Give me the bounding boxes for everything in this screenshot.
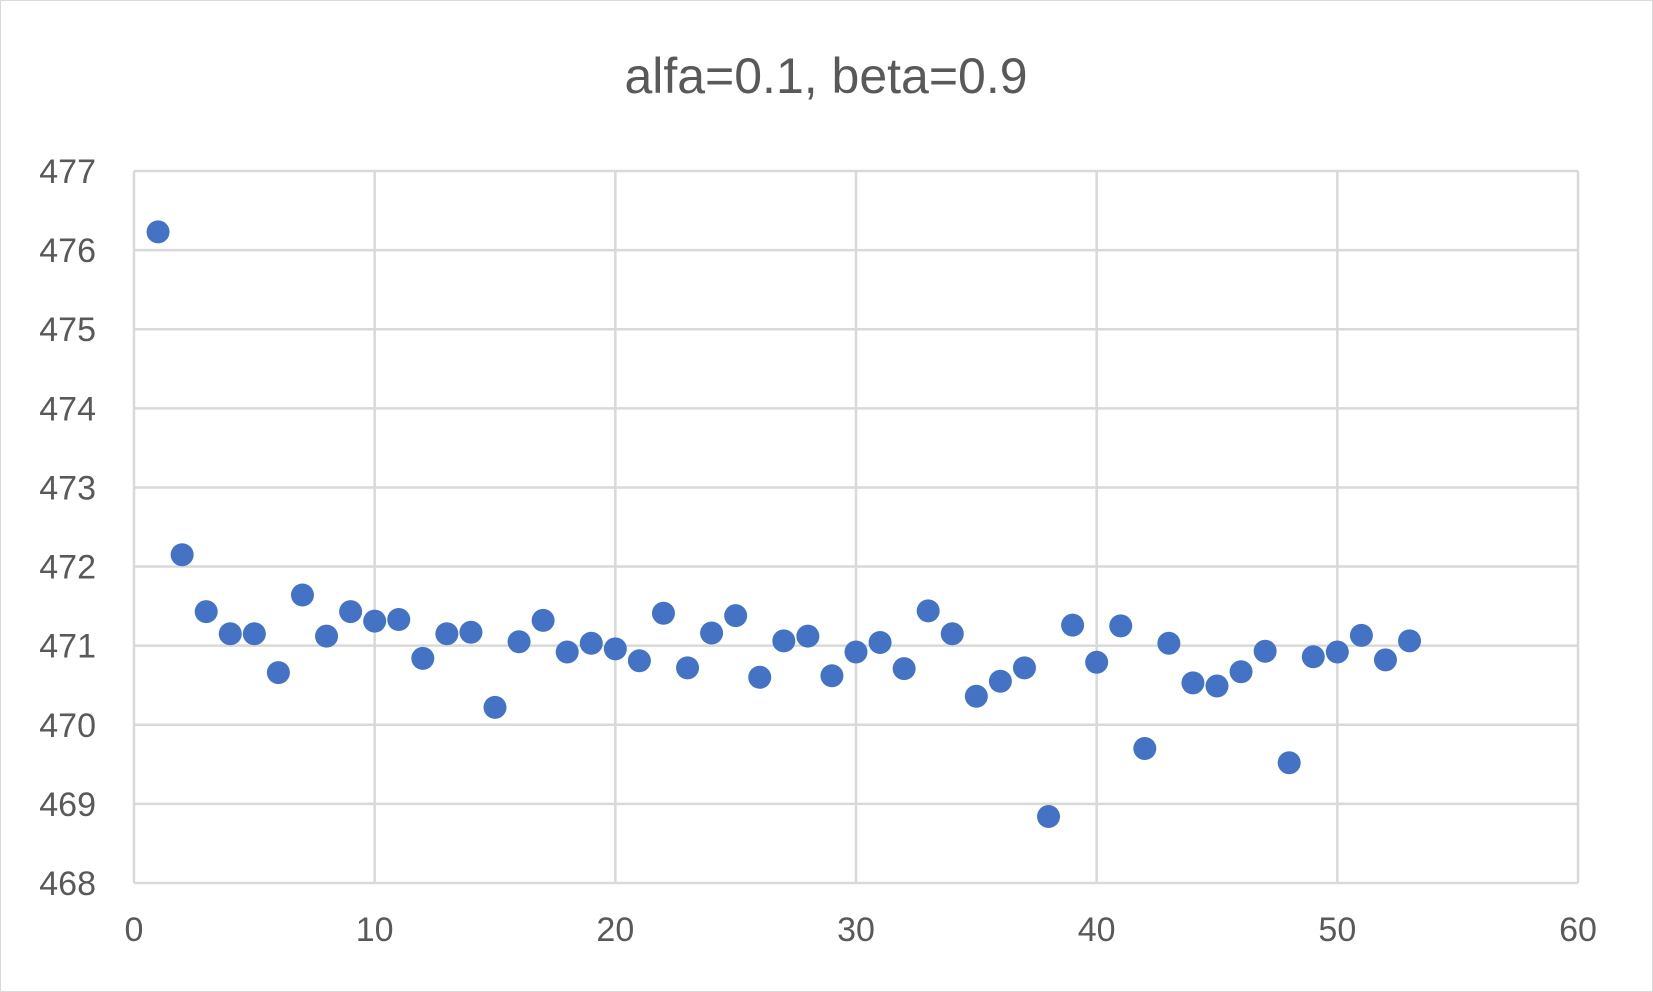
y-tick-label: 472	[39, 549, 96, 587]
axis-tick-labels: 468 469 470 471 472 473 474 475 476 477 0 10 20 30 40 5…	[39, 153, 1597, 949]
y-tick-label: 477	[39, 153, 96, 191]
x-tick-label: 0	[125, 911, 144, 949]
data-point	[724, 604, 748, 628]
data-point	[700, 621, 724, 645]
data-point	[1301, 645, 1325, 669]
data-point	[1012, 656, 1036, 680]
data-point	[1398, 629, 1422, 653]
data-point	[603, 637, 627, 661]
data-point	[1349, 623, 1373, 647]
data-point	[676, 656, 700, 680]
data-point	[1373, 648, 1397, 672]
x-tick-label: 20	[596, 911, 634, 949]
x-tick-label: 10	[356, 911, 394, 949]
data-point	[1133, 737, 1157, 761]
data-point	[339, 600, 363, 624]
y-tick-label: 476	[39, 232, 96, 270]
data-point	[1061, 613, 1085, 637]
data-point	[555, 640, 579, 664]
data-point	[868, 631, 892, 655]
data-point	[363, 609, 387, 633]
y-tick-label: 475	[39, 311, 96, 349]
data-point	[459, 620, 483, 644]
data-point	[651, 601, 675, 625]
data-point	[315, 624, 339, 648]
y-tick-label: 469	[39, 786, 96, 824]
data-point	[796, 624, 820, 648]
y-tick-label: 468	[39, 865, 96, 903]
data-point	[435, 622, 459, 646]
data-point	[916, 599, 940, 623]
data-point	[772, 629, 796, 653]
data-point	[1205, 674, 1229, 698]
data-point	[531, 608, 555, 632]
data-point	[266, 661, 290, 685]
data-point	[387, 608, 411, 632]
data-point	[483, 695, 507, 719]
data-point	[964, 684, 988, 708]
data-points	[146, 220, 1422, 829]
data-point	[748, 665, 772, 689]
data-point	[194, 600, 218, 624]
y-tick-label: 470	[39, 707, 96, 745]
data-point	[1085, 650, 1109, 674]
chart-title: alfa=0.1, beta=0.9	[624, 48, 1027, 104]
data-point	[290, 583, 314, 607]
data-point	[411, 646, 435, 670]
data-point	[1181, 671, 1205, 695]
data-point	[218, 622, 242, 646]
x-tick-label: 40	[1078, 911, 1116, 949]
data-point	[1325, 640, 1349, 664]
x-tick-label: 60	[1559, 911, 1597, 949]
data-point	[844, 640, 868, 664]
x-tick-label: 30	[837, 911, 875, 949]
data-point	[1109, 614, 1133, 638]
data-point	[1037, 805, 1061, 829]
x-tick-label: 50	[1318, 911, 1356, 949]
data-point	[892, 657, 916, 681]
data-point	[579, 631, 603, 655]
data-point	[146, 220, 170, 244]
data-point	[242, 622, 266, 646]
data-point	[820, 664, 844, 688]
data-point	[170, 543, 194, 567]
data-point	[627, 649, 651, 673]
y-tick-label: 471	[39, 628, 96, 666]
data-point	[1253, 639, 1277, 663]
y-tick-label: 473	[39, 469, 96, 507]
data-point	[988, 669, 1012, 693]
data-point	[940, 622, 964, 646]
data-point	[507, 630, 531, 654]
data-point	[1229, 660, 1253, 684]
data-point	[1157, 631, 1181, 655]
data-point	[1277, 751, 1301, 775]
gridlines	[132, 169, 1580, 885]
y-tick-label: 474	[39, 390, 96, 428]
